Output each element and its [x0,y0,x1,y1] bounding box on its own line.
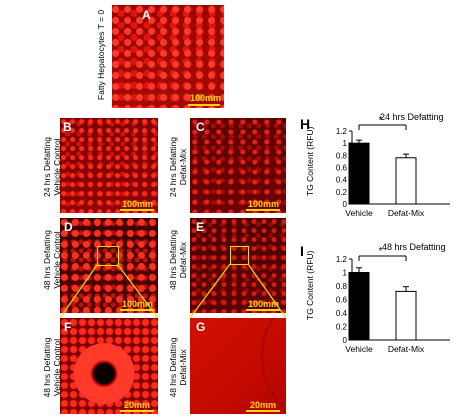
chart-title: 48 hrs Defatting [382,242,446,252]
y-tick-label: 0.6 [336,296,348,305]
bar-vehicle [348,272,370,341]
panel-letter-e: E [196,220,205,234]
micrograph-b: B 100mm [60,118,158,213]
bar-vehicle [348,142,370,205]
scale-label-d: 100mm [122,299,154,309]
zoom-line-d-left [59,264,98,319]
chart-i: 0 0.2 0.4 0.6 0.8 1 1.2 Vehicle Defat-Mix * 48 hrs… [336,242,450,354]
y-tick-label: 0.8 [336,282,348,291]
scale-label-f: 20mm [124,400,151,410]
y-tick-label: 0.6 [336,164,348,173]
scale-bar-b [120,209,154,211]
y-tick-label: 0 [343,336,348,345]
category-label: Vehicle [345,344,373,354]
category-label: Defat-Mix [388,344,425,354]
bar-defat-mix [395,157,417,205]
category-label: Defat-Mix [388,208,425,218]
zoom-line-e-right [247,263,287,319]
scale-label-c: 100mm [248,199,280,209]
panel-f-side-label: 48 hrs Defatting Vehicle Control [42,337,62,398]
micrograph-a: A 100mm [112,5,224,108]
scale-bar-g [246,410,280,412]
bar-defat-mix [395,290,417,341]
scale-label-e: 100mm [248,299,280,309]
category-label: Vehicle [345,208,373,218]
scale-bar-d [120,309,154,311]
zoom-line-d-right [117,264,159,319]
panel-letter-c: C [196,120,205,134]
panel-letter-g: G [196,320,206,334]
y-tick-label: 0.8 [336,151,348,160]
micrograph-c: C 100mm [190,118,286,213]
micrograph-g: G 20mm [190,318,286,414]
panel-letter-f: F [64,320,72,334]
scale-label-g: 20mm [250,400,277,410]
panel-letter-a: A [142,8,151,22]
significance-star: * [379,115,383,126]
scale-bar-e [246,309,280,311]
panel-letter-d: D [64,220,73,234]
inset-box-d [97,246,119,266]
y-tick-label: 1.2 [336,127,348,136]
y-tick-label: 0.4 [336,309,348,318]
panel-g-side-label: 48 hrs Defatting Defat-Mix [168,337,188,398]
panel-letter-b: B [63,120,72,134]
scale-label-b: 100mm [122,199,154,209]
y-tick-label: 1.2 [336,255,348,264]
y-tick-label: 0.2 [336,323,348,332]
y-tick-label: 0 [343,200,348,209]
chart-title: 24 hrs Defatting [380,112,444,122]
y-tick-label: 1 [343,269,348,278]
scale-bar-c [246,209,280,211]
significance-star: * [379,246,383,257]
y-tick-label: 0.4 [336,176,348,185]
micrograph-f: F 20mm [60,318,158,414]
scale-bar-a [188,104,220,106]
scale-label-a: 100mm [190,93,222,103]
inset-box-e [230,246,249,265]
chart-letter-h: H [300,116,311,132]
scale-bar-f [120,410,154,412]
y-tick-label: 1 [343,139,348,148]
zoom-line-e-left [189,263,231,319]
chart-h: 0 0.2 0.4 0.6 0.8 1 1.2 Vehicle Defat-Mix *24 hrs… [336,112,450,218]
chart-letter-i: I [300,243,304,259]
y-tick-label: 0.2 [336,188,348,197]
